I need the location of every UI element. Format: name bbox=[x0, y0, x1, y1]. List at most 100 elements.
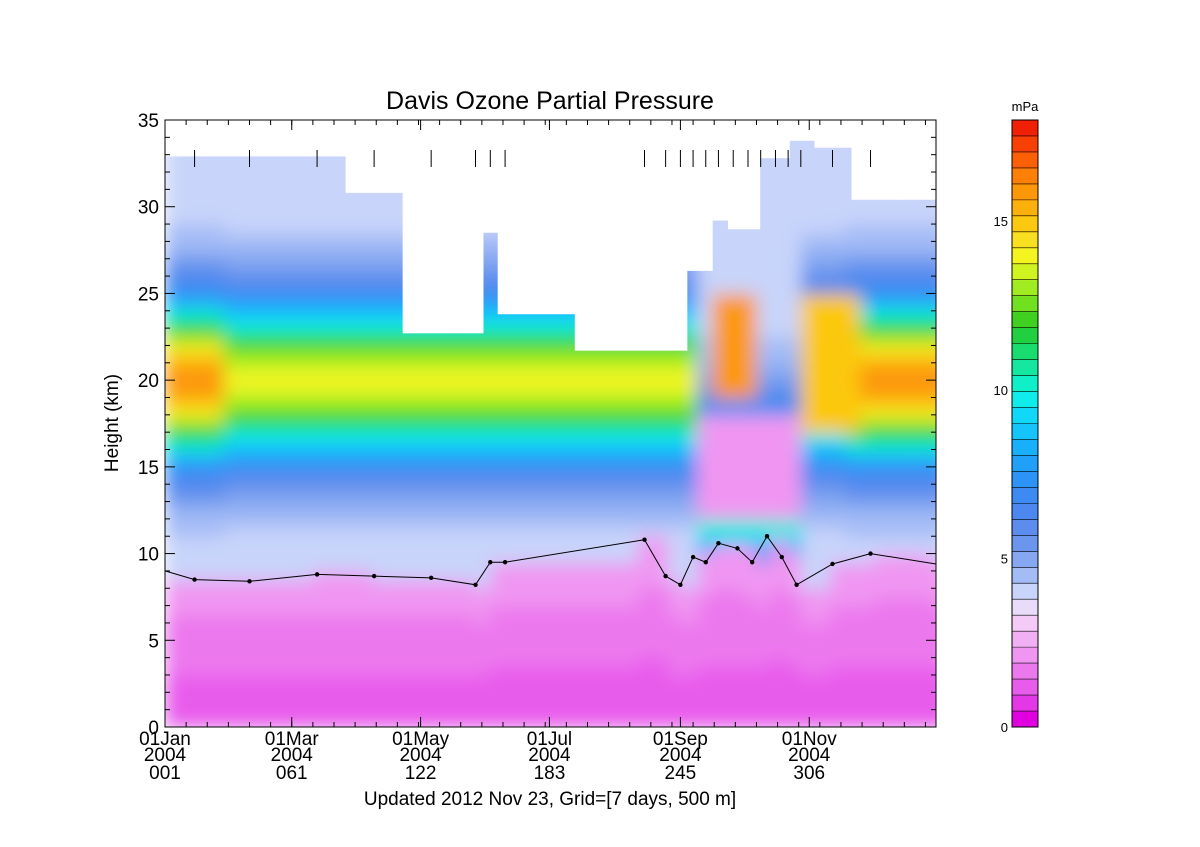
heatmap-cell bbox=[460, 518, 477, 529]
heatmap-cell bbox=[238, 232, 255, 243]
heatmap-cell bbox=[579, 432, 595, 442]
no-data-region bbox=[283, 120, 347, 157]
heatmap-cell bbox=[445, 579, 462, 590]
heatmap-cell bbox=[519, 709, 536, 720]
heatmap-cell bbox=[741, 579, 758, 590]
heatmap-cell bbox=[652, 527, 669, 538]
heatmap-cell bbox=[771, 622, 788, 633]
heatmap-cell bbox=[919, 648, 935, 659]
heatmap-cell bbox=[268, 397, 285, 408]
heatmap-cell bbox=[608, 440, 625, 451]
heatmap-cell bbox=[800, 484, 817, 494]
heatmap-cell bbox=[194, 458, 211, 468]
heatmap-cell bbox=[475, 648, 492, 659]
heatmap-cell bbox=[238, 241, 255, 252]
heatmap-cell bbox=[638, 614, 654, 624]
heatmap-cell bbox=[401, 596, 418, 607]
heatmap-cell bbox=[165, 622, 181, 633]
heatmap-cell bbox=[859, 388, 876, 399]
heatmap-cell bbox=[401, 371, 418, 382]
heatmap-cell bbox=[579, 458, 595, 468]
heatmap-cell bbox=[652, 683, 669, 694]
heatmap-cell bbox=[786, 362, 802, 373]
heatmap-cell bbox=[268, 388, 285, 399]
heatmap-cell bbox=[445, 692, 462, 702]
heatmap-cell bbox=[608, 371, 625, 382]
heatmap-cell bbox=[874, 544, 891, 555]
heatmap-cell bbox=[238, 631, 255, 642]
heatmap-cell bbox=[623, 492, 640, 503]
heatmap-cell bbox=[209, 674, 226, 685]
heatmap-cell bbox=[919, 449, 935, 460]
heatmap-cell bbox=[726, 570, 743, 581]
heatmap-cell bbox=[268, 319, 285, 330]
heatmap-cell bbox=[771, 596, 788, 607]
heatmap-cell bbox=[667, 536, 684, 546]
heatmap-cell bbox=[342, 666, 359, 676]
heatmap-cell bbox=[194, 328, 211, 338]
heatmap-cell bbox=[327, 475, 344, 486]
heatmap-cell bbox=[682, 475, 699, 486]
heatmap-cell bbox=[652, 674, 669, 685]
heatmap-cell bbox=[800, 414, 817, 425]
heatmap-cell bbox=[357, 198, 374, 208]
heatmap-cell bbox=[431, 397, 447, 408]
heatmap-cell bbox=[401, 362, 418, 373]
heatmap-cell bbox=[327, 657, 344, 668]
heatmap-cell bbox=[845, 362, 861, 373]
heatmap-cell bbox=[372, 302, 388, 312]
heatmap-cell bbox=[534, 700, 551, 711]
heatmap-cell bbox=[904, 258, 921, 269]
heatmap-cell bbox=[253, 527, 270, 538]
heatmap-cell bbox=[859, 345, 876, 356]
heatmap-cell bbox=[904, 250, 921, 260]
heatmap-cell bbox=[889, 258, 906, 269]
heatmap-cell bbox=[697, 640, 714, 650]
heatmap-cell bbox=[771, 709, 788, 720]
heatmap-cell bbox=[224, 657, 240, 668]
heatmap-cell bbox=[815, 371, 832, 382]
heatmap-cell bbox=[830, 614, 847, 624]
heatmap-cell bbox=[401, 657, 418, 668]
heatmap-cell bbox=[741, 328, 758, 338]
heatmap-cell bbox=[845, 536, 861, 546]
heatmap-cell bbox=[194, 570, 211, 581]
heatmap-cell bbox=[608, 458, 625, 468]
heatmap-cell bbox=[165, 648, 181, 659]
heatmap-cell bbox=[298, 518, 314, 529]
heatmap-cell bbox=[697, 579, 714, 590]
heatmap-cell bbox=[165, 501, 181, 512]
heatmap-cell bbox=[534, 336, 551, 347]
heatmap-cell bbox=[933, 648, 936, 659]
heatmap-cell bbox=[800, 605, 817, 616]
heatmap-cell bbox=[224, 492, 240, 503]
heatmap-cell bbox=[431, 692, 447, 702]
heatmap-cell bbox=[401, 345, 418, 356]
heatmap-cell bbox=[268, 631, 285, 642]
heatmap-cell bbox=[312, 423, 329, 434]
heatmap-cell bbox=[179, 371, 196, 382]
heatmap-cell bbox=[579, 588, 595, 598]
x-tick-label-doy: 001 bbox=[149, 763, 181, 784]
heatmap-cell bbox=[549, 683, 566, 694]
heatmap-cell bbox=[919, 700, 935, 711]
heatmap-cell bbox=[608, 510, 625, 520]
heatmap-cell bbox=[623, 596, 640, 607]
heatmap-cell bbox=[549, 596, 566, 607]
heatmap-cell bbox=[815, 302, 832, 312]
heatmap-cell bbox=[312, 432, 329, 442]
heatmap-cell bbox=[800, 631, 817, 642]
heatmap-cell bbox=[549, 622, 566, 633]
heatmap-cell bbox=[238, 605, 255, 616]
heatmap-cell bbox=[179, 553, 196, 564]
heatmap-cell bbox=[372, 458, 388, 468]
x-tick-label-year: 2004 bbox=[144, 745, 187, 766]
heatmap-cell bbox=[179, 180, 196, 191]
heatmap-cell bbox=[815, 614, 832, 624]
heatmap-cell bbox=[342, 345, 359, 356]
heatmap-cell bbox=[682, 302, 699, 312]
heatmap-cell bbox=[253, 475, 270, 486]
heatmap-cell bbox=[874, 198, 891, 208]
heatmap-cell bbox=[786, 484, 802, 494]
heatmap-cell bbox=[815, 267, 832, 278]
